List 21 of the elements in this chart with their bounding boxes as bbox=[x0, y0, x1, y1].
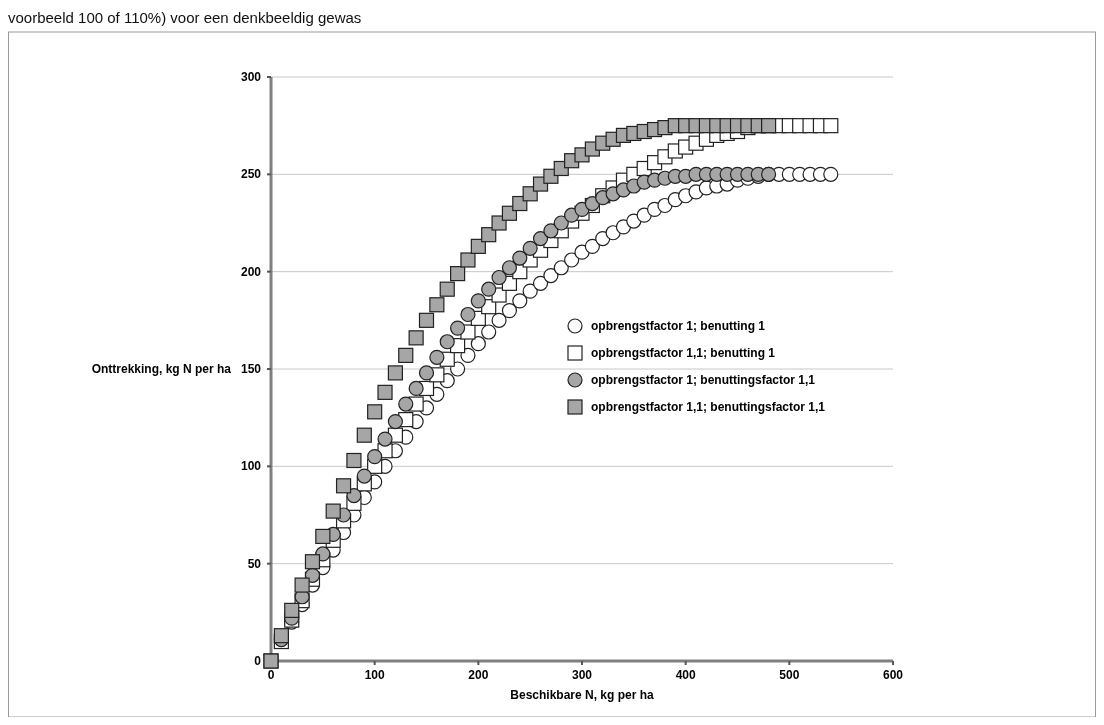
y-tick-label: 300 bbox=[240, 70, 262, 84]
y-tick-label: 200 bbox=[240, 264, 262, 279]
legend-label: opbrengstfactor 1; benutting 1 bbox=[591, 319, 766, 333]
x-tick-label: 500 bbox=[779, 668, 800, 682]
x-tick-label: 200 bbox=[468, 668, 489, 682]
y-axis-title: Onttrekking, kg N per ha bbox=[91, 362, 232, 376]
x-tick-label: 600 bbox=[882, 668, 904, 682]
legend-label: opbrengstfactor 1,1; benuttingsfactor 1,1 bbox=[591, 400, 826, 414]
x-axis-title: Beschikbare N, kg per ha bbox=[510, 688, 655, 702]
x-tick-label: 300 bbox=[571, 668, 593, 682]
x-tick-label: 100 bbox=[364, 668, 385, 682]
legend-label: opbrengstfactor 1,1; benutting 1 bbox=[591, 346, 776, 360]
y-tick-label: 250 bbox=[240, 167, 262, 182]
y-tick-label: 0 bbox=[254, 654, 262, 668]
y-tick-label: 100 bbox=[240, 459, 262, 474]
x-tick-label: 400 bbox=[675, 668, 696, 682]
legend-label: opbrengstfactor 1; benuttingsfactor 1,1 bbox=[591, 373, 816, 387]
y-tick-label: 150 bbox=[240, 362, 262, 376]
y-tick-label: 50 bbox=[247, 556, 262, 571]
chart-title: voorbeeld 100 of 110%) voor een denkbeeldig gewas bbox=[8, 9, 362, 27]
x-tick-label: 0 bbox=[267, 668, 275, 682]
